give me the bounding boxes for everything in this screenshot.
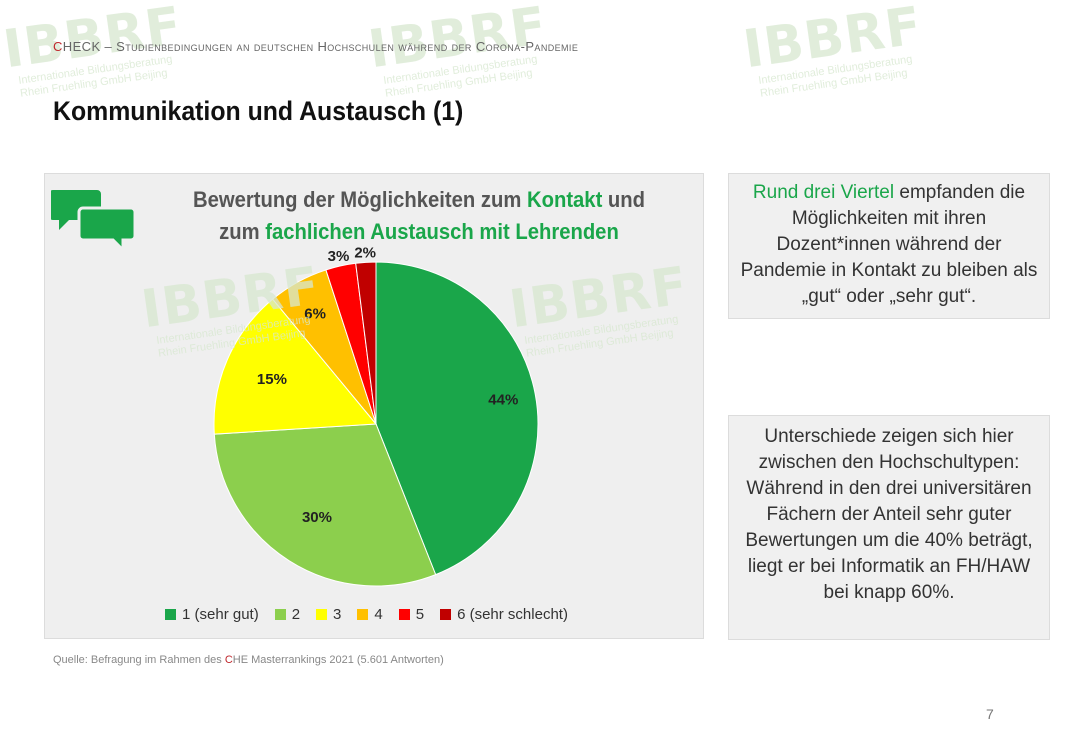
watermark-line1: Internationale Bildungsberatung [382,53,539,87]
legend-item: 1 (sehr gut) [165,606,259,623]
legend-swatch [398,609,410,620]
chart-title-part: und [602,187,646,212]
chart-title-part: Bewertung der Möglichkeiten zum [192,187,527,212]
source-post: HE Masterrankings 2021 (5.601 Antworten) [232,654,444,666]
legend-label: 3 [333,606,342,623]
pie-slice [213,298,378,435]
chart-title-part: zum [219,219,266,244]
chart-title-highlight: Kontakt [526,187,603,212]
chart-panel: 44% 30% 15% 6% 3% 2% IBBRF Internationale Bil… [44,173,704,639]
info-box-differences: Unterschiede zeigen sich hier zwischen d… [728,415,1050,640]
legend-swatch [440,609,452,620]
legend-item: 6 (sehr schlecht) [440,606,568,623]
legend-swatch [274,609,286,620]
header-check-c: C [53,39,63,54]
source-pre: Quelle: Befragung im Rahmen des [53,654,225,666]
pie-data-label: 2% [354,244,376,261]
watermark-line2: Rhein Fruehling GmbH Beijing [759,67,909,100]
legend-label: 6 (sehr schlecht) [457,606,568,623]
legend-swatch [316,609,328,620]
legend-label: 5 [415,606,425,623]
legend-swatch [165,609,176,620]
pie-chart: 44% 30% 15% 6% 3% 2% [213,244,539,587]
pie-slice [355,261,377,425]
legend-label: 1 (sehr gut) [182,606,259,623]
legend-item: 5 [398,606,425,623]
watermark-line1: Internationale Bildungsberatung [17,53,174,87]
legend-item: 2 [274,606,301,623]
chat-bubbles-icon [51,190,137,252]
header-line: CHECK – Studienbedingungen an deutschen … [53,39,578,54]
page-title: Kommunikation und Austausch (1) [53,96,464,126]
source-c: C [224,654,233,666]
page-number: 7 [986,706,994,722]
legend-swatch [357,609,369,620]
differences-text: Unterschiede zeigen sich hier zwischen d… [745,426,1033,603]
chart-legend: 1 (sehr gut) 2 3 4 5 6 (sehr schlecht) [165,606,568,623]
summary-highlight: Rund drei Viertel [752,182,895,203]
watermark-line1: Internationale Bildungsberatung [757,53,914,87]
summary-text: empfanden die Möglichkeiten mit ihren Do… [740,182,1038,307]
pie-data-label: 3% [328,248,350,265]
info-box-summary: Rund drei Viertel empfanden die Möglichk… [728,173,1050,319]
source-note: Quelle: Befragung im Rahmen des CHE Mast… [53,654,444,666]
chart-title: Bewertung der Möglichkeiten zum Kontakt … [161,184,676,248]
legend-item: 3 [316,606,341,623]
pie-slice [213,423,437,587]
legend-label: 2 [291,606,301,623]
header-subtitle: – Studienbedingungen an deutschen Hochsc… [100,39,579,54]
header-check-rest: HECK [62,39,101,54]
pie-data-label: 15% [257,371,287,388]
pie-data-label: 6% [304,305,326,322]
watermark-logo: IBBRF [739,0,926,81]
chart-title-highlight: fachlichen Austausch mit Lehrenden [265,219,619,244]
pie-data-label: 30% [302,509,332,526]
legend-label: 4 [374,606,383,623]
pie-data-label: 44% [488,392,518,409]
legend-item: 4 [357,606,383,623]
pie-slice [375,261,539,576]
watermark: IBBRF Internationale Bildungsberatung Rh… [740,0,928,102]
